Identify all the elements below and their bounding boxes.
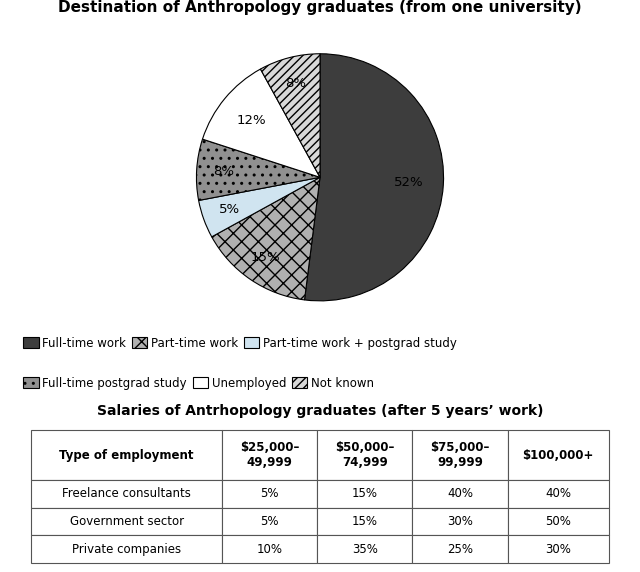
Wedge shape bbox=[202, 69, 320, 177]
Text: 5%: 5% bbox=[219, 204, 240, 216]
Text: Government sector: Government sector bbox=[70, 515, 184, 528]
Bar bbox=[508, 430, 609, 480]
Text: 15%: 15% bbox=[251, 251, 281, 264]
Text: 50%: 50% bbox=[545, 515, 571, 528]
Bar bbox=[412, 480, 508, 508]
Bar bbox=[317, 535, 412, 563]
Bar bbox=[412, 535, 508, 563]
Text: 5%: 5% bbox=[260, 515, 279, 528]
Text: 15%: 15% bbox=[352, 487, 378, 500]
Bar bbox=[31, 508, 222, 535]
Title: Destination of Anthropology graduates (from one university): Destination of Anthropology graduates (f… bbox=[58, 0, 582, 15]
Text: $75,000–
99,999: $75,000– 99,999 bbox=[430, 441, 490, 469]
Text: $50,000–
74,999: $50,000– 74,999 bbox=[335, 441, 394, 469]
Text: $100,000+: $100,000+ bbox=[522, 448, 594, 462]
Text: 52%: 52% bbox=[394, 176, 424, 189]
Text: Freelance consultants: Freelance consultants bbox=[62, 487, 191, 500]
Text: 30%: 30% bbox=[447, 515, 473, 528]
Text: 25%: 25% bbox=[447, 543, 473, 555]
Wedge shape bbox=[198, 177, 320, 237]
Bar bbox=[317, 508, 412, 535]
Bar bbox=[222, 480, 317, 508]
Bar bbox=[508, 480, 609, 508]
Text: 40%: 40% bbox=[447, 487, 473, 500]
Text: Type of employment: Type of employment bbox=[60, 448, 194, 462]
Text: 30%: 30% bbox=[545, 543, 571, 555]
Wedge shape bbox=[260, 54, 320, 177]
Text: 12%: 12% bbox=[237, 114, 266, 127]
Bar bbox=[31, 480, 222, 508]
Bar bbox=[222, 430, 317, 480]
Bar bbox=[412, 430, 508, 480]
Bar bbox=[508, 535, 609, 563]
Text: Private companies: Private companies bbox=[72, 543, 181, 555]
Text: $25,000–
49,999: $25,000– 49,999 bbox=[240, 441, 299, 469]
Bar bbox=[317, 480, 412, 508]
Wedge shape bbox=[305, 54, 444, 301]
Text: 8%: 8% bbox=[213, 165, 234, 178]
Text: Salaries of Antrhopology graduates (after 5 years’ work): Salaries of Antrhopology graduates (afte… bbox=[97, 404, 543, 418]
Bar bbox=[31, 430, 222, 480]
Bar bbox=[412, 508, 508, 535]
Text: 8%: 8% bbox=[285, 77, 307, 90]
Wedge shape bbox=[196, 139, 320, 200]
Bar bbox=[508, 508, 609, 535]
Wedge shape bbox=[212, 177, 320, 300]
Text: 35%: 35% bbox=[352, 543, 378, 555]
Text: 5%: 5% bbox=[260, 487, 279, 500]
Text: 40%: 40% bbox=[545, 487, 571, 500]
Bar bbox=[222, 508, 317, 535]
Bar bbox=[222, 535, 317, 563]
Text: 10%: 10% bbox=[257, 543, 282, 555]
Bar bbox=[31, 535, 222, 563]
Text: 15%: 15% bbox=[352, 515, 378, 528]
Legend: Full-time postgrad study, Unemployed, Not known: Full-time postgrad study, Unemployed, No… bbox=[19, 372, 379, 395]
Bar bbox=[317, 430, 412, 480]
